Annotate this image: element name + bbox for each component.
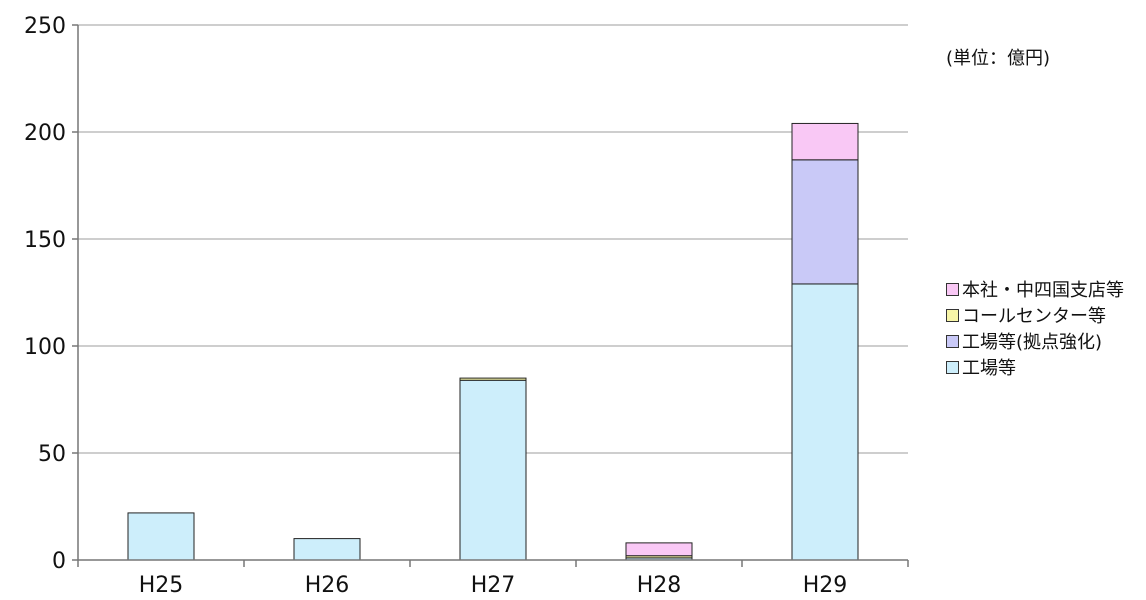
y-tick-label: 0 bbox=[52, 549, 66, 574]
x-tick-label: H25 bbox=[139, 573, 184, 598]
bar-H27-series-0 bbox=[459, 379, 527, 561]
axes bbox=[77, 25, 909, 567]
legend-item: 本社・中四国支店等 bbox=[946, 276, 1124, 302]
bar-H25-series-0 bbox=[127, 512, 195, 561]
legend-swatch bbox=[946, 360, 959, 374]
bar-H27-series-2 bbox=[459, 377, 527, 381]
y-tick-label: 200 bbox=[24, 121, 66, 146]
x-tick-label: H26 bbox=[305, 573, 350, 598]
bar-H29-series-3 bbox=[791, 122, 859, 161]
bar-H29-series-1 bbox=[791, 159, 859, 285]
y-tick-label: 50 bbox=[38, 442, 66, 467]
x-tick-label: H29 bbox=[803, 573, 848, 598]
y-tick-label: 150 bbox=[24, 228, 66, 253]
legend-item: 工場等 bbox=[946, 354, 1124, 380]
y-tick-labels: 0 50 100 150 200 250 bbox=[24, 14, 66, 574]
legend-swatch bbox=[946, 282, 959, 296]
y-tick-label: 100 bbox=[24, 335, 66, 360]
legend-label: 工場等 bbox=[962, 358, 1016, 379]
x-tick-label: H28 bbox=[637, 573, 682, 598]
y-tick-label: 250 bbox=[24, 14, 66, 39]
bar-H26-series-0 bbox=[293, 538, 361, 561]
bar-H28-series-3 bbox=[625, 542, 693, 557]
legend-swatch bbox=[946, 334, 959, 348]
x-tick-label: H27 bbox=[471, 573, 516, 598]
unit-note: (単位：億円) bbox=[946, 48, 1051, 69]
legend-item: 工場等(拠点強化) bbox=[946, 328, 1124, 354]
legend-label: コールセンター等 bbox=[962, 306, 1106, 327]
legend-label: 本社・中四国支店等 bbox=[962, 280, 1124, 301]
gridlines bbox=[72, 24, 908, 561]
legend-item: コールセンター等 bbox=[946, 302, 1124, 328]
legend-swatch bbox=[946, 308, 959, 322]
legend-label: 工場等(拠点強化) bbox=[962, 332, 1103, 353]
legend: 本社・中四国支店等 コールセンター等 工場等(拠点強化) 工場等 bbox=[946, 276, 1124, 380]
bars bbox=[127, 122, 859, 561]
x-tick-labels: H25 H26 H27 H28 H29 bbox=[139, 573, 848, 598]
bar-H29-series-0 bbox=[791, 283, 859, 561]
